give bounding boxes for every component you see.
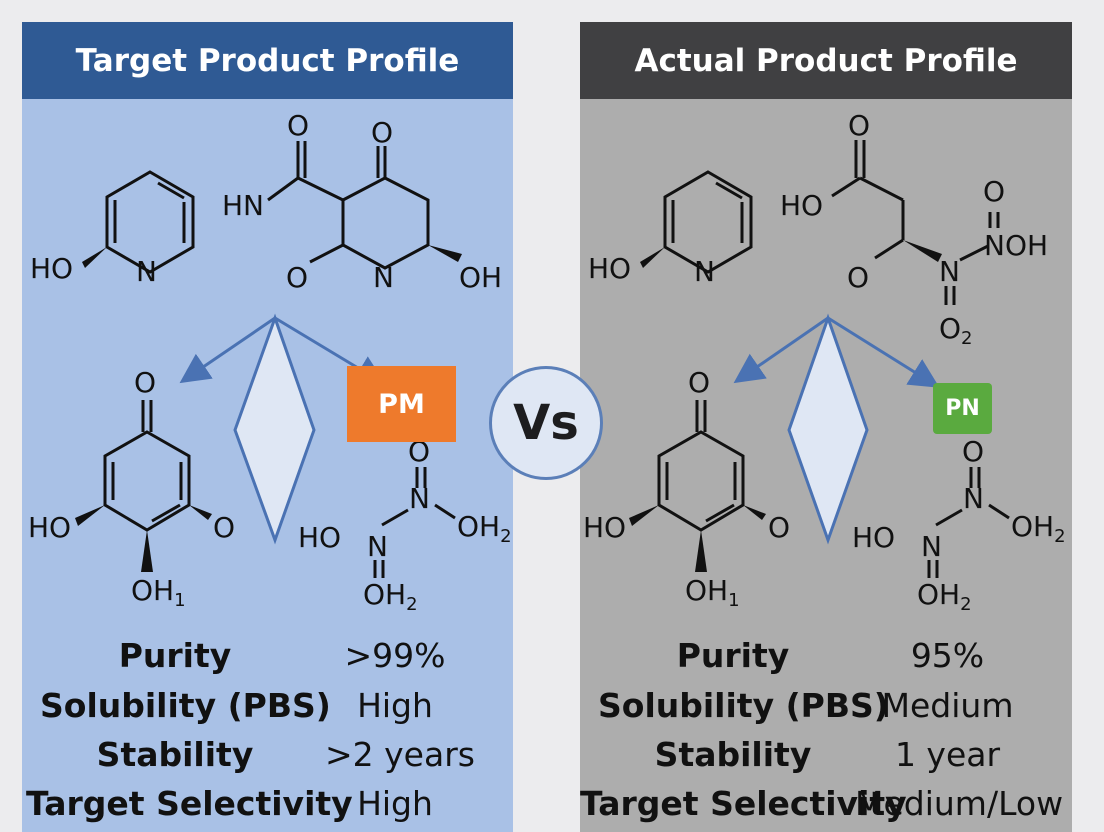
right-quinone-wedge-bottom (695, 530, 707, 572)
left-m4-oh2-sub: 2 (500, 526, 511, 547)
left-value-stability: >2 years (325, 735, 475, 774)
right-quinone-wedge-left (629, 505, 659, 526)
right-m3-o-top: O (688, 366, 710, 399)
right-value-stability: 1 year (894, 735, 1001, 774)
left-nitro-molecule (373, 467, 456, 578)
right-acid-chain-molecule (831, 140, 1000, 305)
right-label-selectivity: Target Selectivity (580, 784, 907, 823)
right-m2-o2-sub: 2 (961, 328, 972, 349)
right-m3-oh-sub: 1 (728, 590, 739, 611)
right-m4-o-top: O (962, 435, 984, 468)
left-m4-oh2: OH2 (457, 510, 512, 547)
left-m3-oh-sub: 1 (174, 590, 185, 611)
left-m4-oh-bottom-main: OH (363, 578, 406, 611)
right-m4-oh-bottom-sub: 2 (960, 594, 971, 615)
pm-badge: PM (347, 366, 456, 442)
left-m4-oh-bottom: OH2 (363, 578, 418, 615)
right-m2-o-top: O (848, 109, 870, 142)
actual-profile-title: Actual Product Profile (580, 22, 1072, 99)
left-label-stability: Stability (96, 735, 254, 774)
left-m3-oh: OH1 (131, 574, 186, 611)
right-m2-o-mid: O (847, 261, 869, 294)
left-m3-ho: HO (28, 511, 71, 544)
left-label-selectivity: Target Selectivity (26, 784, 353, 823)
left-quinone-wedge-bottom (141, 530, 153, 572)
right-quinone-wedge-right (743, 505, 766, 520)
right-value-solubility: Medium (881, 686, 1014, 725)
left-value-purity: >99% (344, 636, 446, 675)
right-m3-oh: OH1 (685, 574, 740, 611)
left-m1-n: N (136, 255, 157, 288)
left-m3-o-right: O (213, 511, 235, 544)
left-label-purity: Purity (118, 636, 232, 675)
left-m4-ho: HO (298, 521, 341, 554)
left-label-solubility: Solubility (PBS) (40, 686, 331, 725)
left-value-selectivity: High (357, 784, 433, 823)
right-m4-n-center: N (963, 482, 984, 515)
right-pyridine-wedge (640, 247, 665, 268)
left-m4-oh-bottom-sub: 2 (406, 594, 417, 615)
right-m2-o-nitro: O (983, 175, 1005, 208)
right-acid-chain-wedge (903, 240, 942, 262)
right-m1-n: N (694, 255, 715, 288)
left-m2-n-ring: N (373, 261, 394, 294)
left-m3-oh-main: OH (131, 574, 174, 607)
right-m2-n: N (939, 255, 960, 288)
right-m4-n-bottom: N (921, 530, 942, 563)
right-label-solubility: Solubility (PBS) (598, 686, 889, 725)
left-quinone-molecule (103, 400, 191, 532)
right-m4-ho: HO (852, 521, 895, 554)
left-quinone-wedge-left (75, 505, 105, 526)
right-m1-ho: HO (588, 252, 631, 285)
right-label-purity: Purity (676, 636, 790, 675)
left-reaction-diamond (233, 313, 316, 545)
target-profile-title: Target Product Profile (22, 22, 513, 99)
right-label-stability: Stability (654, 735, 812, 774)
left-m2-hn: HN (222, 189, 264, 222)
left-m4-n-center: N (409, 482, 430, 515)
right-reaction-diamond (787, 313, 869, 545)
right-pyridine-molecule (663, 170, 753, 274)
left-m2-o-top: O (287, 109, 309, 142)
left-m4-n-bottom: N (367, 530, 388, 563)
left-m4-oh2-main: OH (457, 510, 500, 543)
left-m3-o-top: O (134, 366, 156, 399)
left-m4-o-top: O (408, 435, 430, 468)
left-piperidinone-wedge (428, 245, 462, 262)
left-m1-ho: HO (30, 252, 73, 285)
right-value-purity: 95% (910, 636, 985, 675)
right-reaction-arrows (733, 316, 940, 388)
vs-circle: Vs (489, 366, 603, 480)
left-m2-o-ring: O (286, 261, 308, 294)
left-piperidinone-molecule (267, 141, 430, 270)
right-m2-noh: NOH (984, 229, 1048, 262)
right-m4-oh2-main: OH (1011, 510, 1054, 543)
left-m2-o-ketone: O (371, 116, 393, 149)
right-value-selectivity: Medium/Low (855, 784, 1064, 823)
left-value-solubility: High (357, 686, 433, 725)
right-m3-o-right: O (768, 511, 790, 544)
right-m4-oh2-sub: 2 (1054, 526, 1065, 547)
right-m2-o2-main: O (939, 312, 961, 345)
right-m4-oh2: OH2 (1011, 510, 1066, 547)
left-pyridine-molecule (105, 170, 195, 274)
left-quinone-wedge-right (189, 505, 212, 520)
right-m2-o2: O2 (939, 312, 973, 349)
right-m4-oh-bottom: OH2 (917, 578, 972, 615)
left-m2-oh: OH (459, 261, 502, 294)
right-nitro-molecule (927, 467, 1010, 578)
right-m3-oh-main: OH (685, 574, 728, 607)
right-m4-oh-bottom-main: OH (917, 578, 960, 611)
pn-badge: PN (933, 383, 992, 434)
right-m2-ho: HO (780, 189, 823, 222)
right-m3-ho: HO (583, 511, 626, 544)
right-quinone-molecule (657, 400, 745, 532)
left-pyridine-wedge (82, 247, 107, 268)
